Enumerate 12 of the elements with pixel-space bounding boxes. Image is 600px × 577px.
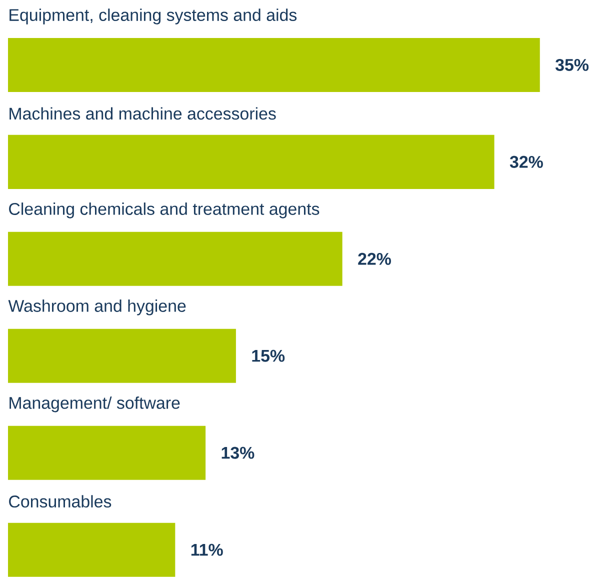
y-tick-label: Management/ software <box>10 396 180 412</box>
data-label: 22% <box>358 253 391 265</box>
data-label: 11% <box>191 544 223 556</box>
data-label: 35% <box>555 59 589 72</box>
y-tick-label: Machines and machine accessories <box>10 107 276 120</box>
y-tick-label: Cleaning chemicals and treatment agents <box>9 202 320 218</box>
data-label: 15% <box>252 350 285 362</box>
y-tick-label: Consumables <box>9 495 112 508</box>
data-label: 13% <box>222 446 254 459</box>
y-tick-label: Equipment, cleaning systems and aids <box>10 8 297 24</box>
y-tick-label: Washroom and hygiene <box>8 300 186 316</box>
data-label: 32% <box>510 156 543 168</box>
